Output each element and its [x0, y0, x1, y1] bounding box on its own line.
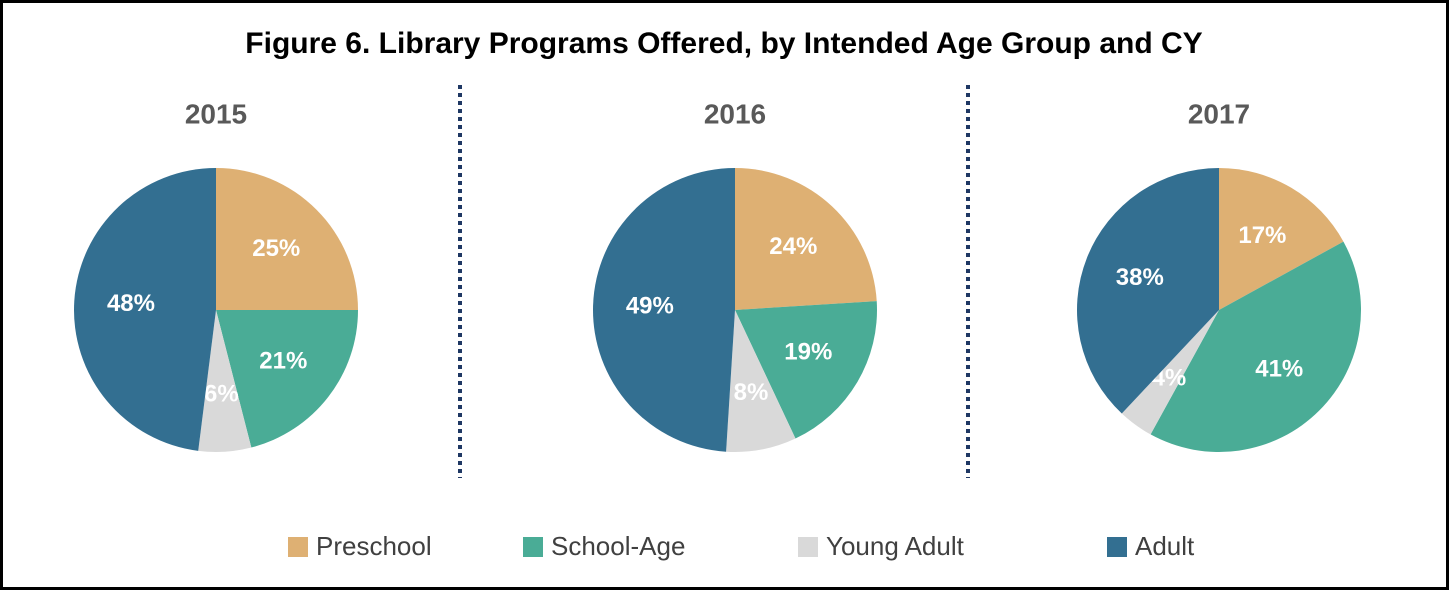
pie-slice [1219, 168, 1344, 310]
pie-slice [74, 168, 216, 451]
pie-slice [593, 168, 735, 452]
legend-label: Young Adult [826, 531, 965, 561]
pie-slice [1150, 241, 1361, 453]
pie-slice [216, 168, 358, 310]
pie-title: 2016 [704, 98, 766, 129]
data-label: 6% [204, 380, 239, 407]
legend-label: Adult [1135, 531, 1195, 561]
data-label: 19% [784, 339, 832, 366]
legend-swatch [288, 537, 308, 557]
pie-slice [216, 310, 358, 448]
data-label: 8% [734, 379, 769, 406]
data-label: 17% [1238, 222, 1286, 249]
data-label: 25% [252, 235, 300, 262]
legend-swatch [523, 537, 543, 557]
data-label: 49% [626, 293, 674, 320]
pie-slice [198, 310, 252, 452]
data-label: 48% [107, 290, 155, 317]
pie-slice [1121, 310, 1219, 435]
pie-slice [735, 301, 877, 439]
pie-slice [726, 310, 796, 452]
pie-title: 2017 [1188, 98, 1250, 129]
chart-title: Figure 6. Library Programs Offered, by I… [245, 27, 1202, 60]
pie-slice [1077, 168, 1219, 414]
pie-title: 2015 [185, 98, 247, 129]
data-label: 24% [769, 233, 817, 260]
legend-label: School-Age [551, 531, 685, 561]
pie-slice [735, 168, 877, 310]
data-label: 41% [1255, 356, 1303, 383]
data-label: 38% [1116, 264, 1164, 291]
legend-label: Preschool [316, 531, 432, 561]
legend-swatch [1107, 537, 1127, 557]
legend-swatch [798, 537, 818, 557]
data-label: 21% [259, 348, 307, 375]
